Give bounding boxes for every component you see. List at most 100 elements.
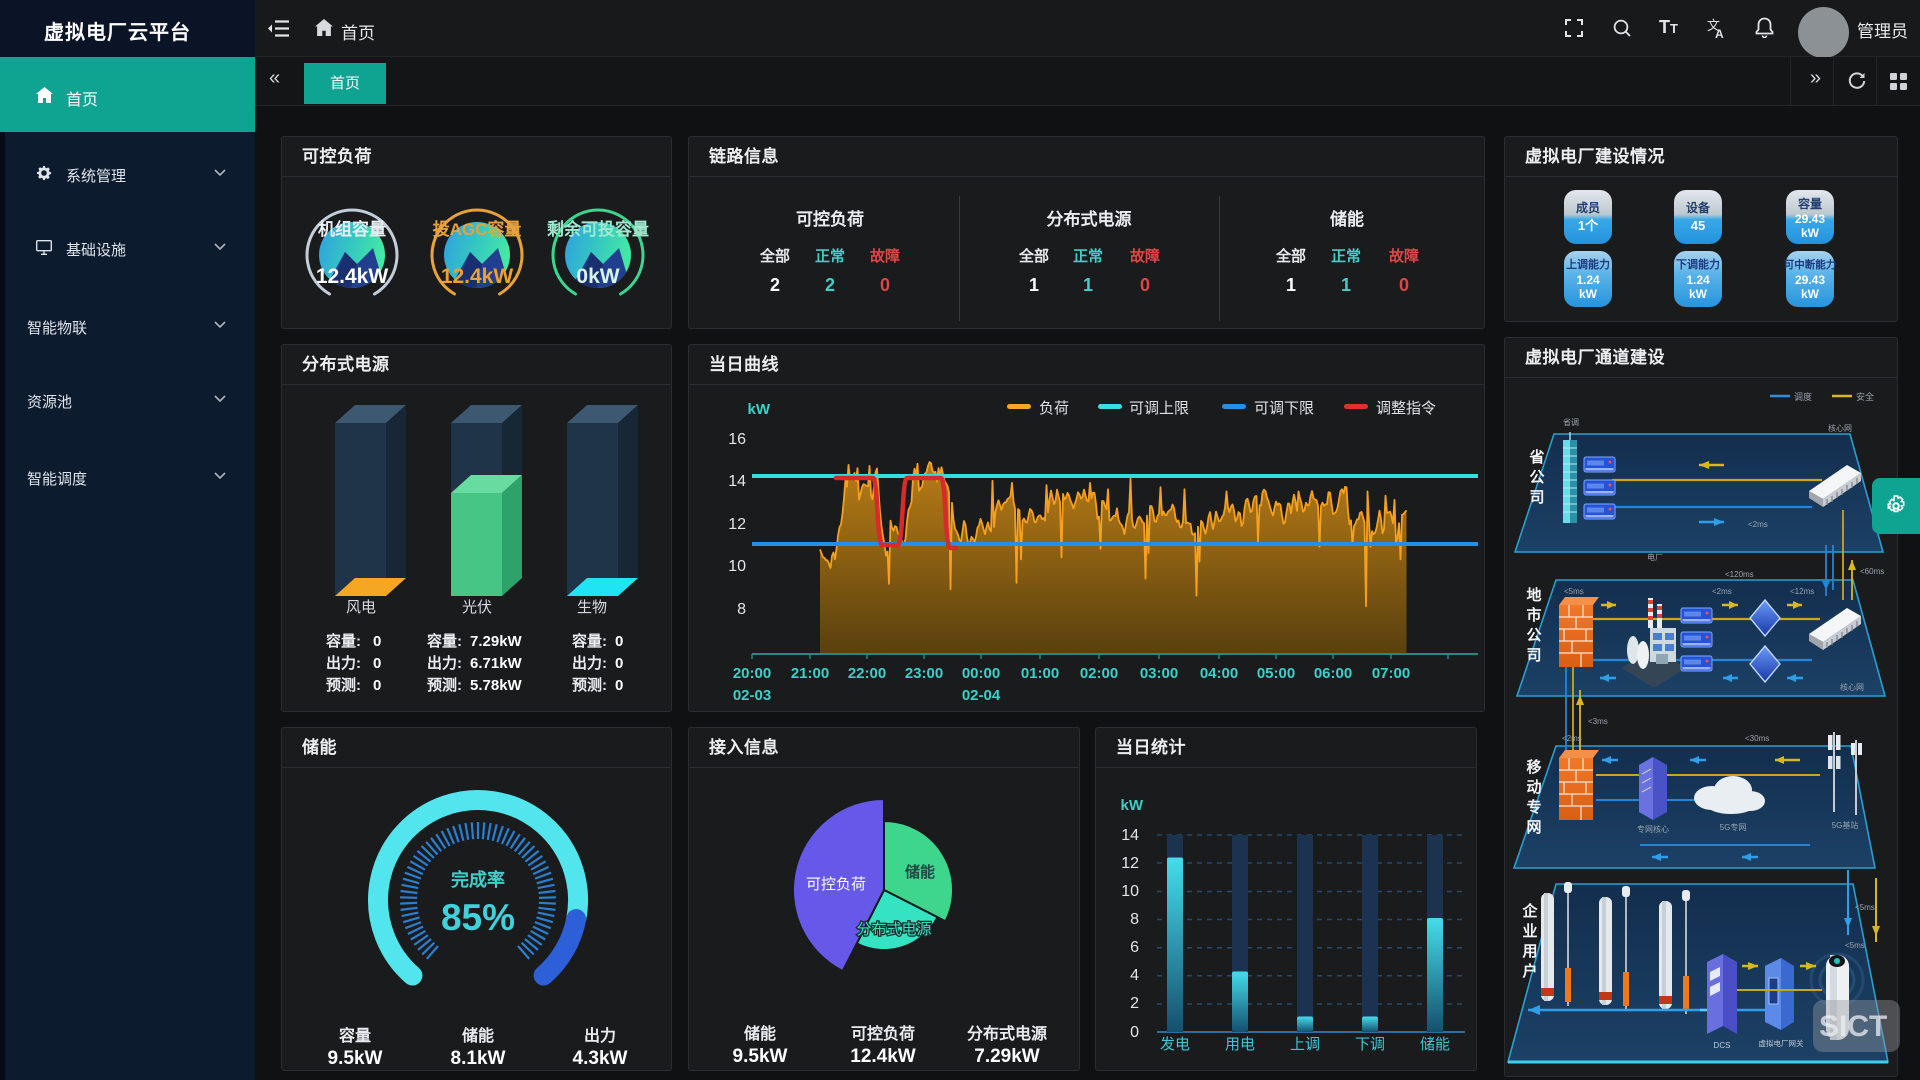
- svg-text:kW: kW: [1689, 287, 1708, 301]
- svg-text:1.24: 1.24: [1686, 273, 1710, 287]
- svg-text:1: 1: [1341, 275, 1351, 295]
- svg-text:储能: 储能: [1420, 1036, 1450, 1053]
- svg-text:下调: 下调: [1355, 1036, 1385, 1053]
- svg-text:00:00: 00:00: [962, 665, 1000, 682]
- svg-text:<5ms: <5ms: [1564, 587, 1584, 596]
- svg-text:企: 企: [1521, 902, 1538, 920]
- svg-text:出力: 出力: [584, 1026, 616, 1045]
- svg-text:文: 文: [1707, 18, 1720, 33]
- svg-text:<120ms: <120ms: [1725, 570, 1754, 579]
- svg-text:专: 专: [1526, 798, 1541, 816]
- svg-text:0: 0: [615, 655, 623, 672]
- svg-text:全部: 全部: [1018, 247, 1049, 265]
- svg-text:9.5kW: 9.5kW: [328, 1048, 383, 1069]
- svg-text:02-04: 02-04: [962, 687, 1001, 704]
- svg-text:出力:: 出力:: [326, 654, 361, 672]
- svg-text:完成率: 完成率: [451, 869, 505, 890]
- svg-text:6.71kW: 6.71kW: [470, 655, 523, 672]
- svg-text:DCS: DCS: [1714, 1041, 1731, 1050]
- svg-text:85%: 85%: [441, 897, 515, 938]
- svg-text:司: 司: [1529, 489, 1544, 506]
- svg-text:23:00: 23:00: [905, 665, 943, 682]
- svg-text:正常: 正常: [1331, 247, 1361, 265]
- svg-text:剩余可投容量: 剩余可投容量: [547, 219, 649, 239]
- svg-text:8: 8: [1130, 911, 1139, 928]
- svg-text:<12ms: <12ms: [1790, 587, 1814, 596]
- svg-text:07:00: 07:00: [1372, 665, 1410, 682]
- svg-text:2: 2: [770, 275, 780, 295]
- svg-text:0kW: 0kW: [576, 265, 619, 288]
- svg-text:储能: 储能: [743, 1024, 776, 1043]
- svg-text:省: 省: [1528, 448, 1544, 466]
- svg-text:4: 4: [1130, 967, 1139, 984]
- svg-text:核心网: 核心网: [1828, 423, 1852, 433]
- svg-text:可调下限: 可调下限: [1254, 400, 1314, 417]
- svg-text:故障: 故障: [1130, 247, 1160, 265]
- svg-text:上调: 上调: [1290, 1036, 1320, 1053]
- svg-text:0: 0: [615, 633, 623, 650]
- svg-text:负荷: 负荷: [1039, 400, 1069, 417]
- svg-text:5G专网: 5G专网: [1720, 822, 1747, 832]
- svg-text:虚拟电厂网关: 虚拟电厂网关: [1759, 1038, 1804, 1048]
- svg-text:<2ms: <2ms: [1748, 520, 1768, 529]
- svg-text:<60ms: <60ms: [1860, 567, 1884, 576]
- svg-text:10: 10: [728, 558, 746, 575]
- svg-text:可控负荷: 可控负荷: [851, 1024, 915, 1043]
- svg-text:5G基站: 5G基站: [1832, 820, 1859, 830]
- svg-text:<30ms: <30ms: [1745, 734, 1769, 743]
- svg-text:分布式电源: 分布式电源: [856, 921, 931, 938]
- svg-text:8.1kW: 8.1kW: [451, 1048, 506, 1069]
- svg-text:8: 8: [737, 601, 746, 618]
- svg-text:21:00: 21:00: [791, 665, 829, 682]
- svg-text:0: 0: [1140, 275, 1150, 295]
- svg-text:地: 地: [1526, 586, 1541, 604]
- svg-text:14: 14: [728, 473, 746, 490]
- svg-text:2: 2: [825, 275, 835, 295]
- svg-text:kW: kW: [1579, 287, 1598, 301]
- svg-text:1.24: 1.24: [1576, 273, 1600, 287]
- svg-text:用: 用: [1522, 943, 1537, 960]
- svg-text:安全: 安全: [1856, 391, 1874, 402]
- svg-text:12: 12: [1121, 855, 1139, 872]
- svg-text:光伏: 光伏: [462, 599, 492, 616]
- svg-text:专网核心: 专网核心: [1637, 824, 1669, 834]
- svg-text:分布式电源: 分布式电源: [1047, 209, 1132, 229]
- svg-text:出力:: 出力:: [427, 654, 462, 672]
- svg-text:29.43: 29.43: [1795, 212, 1825, 226]
- svg-text:1: 1: [1286, 275, 1296, 295]
- svg-text:29.43: 29.43: [1795, 273, 1825, 287]
- svg-text:动: 动: [1526, 778, 1541, 796]
- svg-text:可调上限: 可调上限: [1129, 400, 1189, 417]
- svg-text:<5ms: <5ms: [1845, 941, 1865, 950]
- svg-text:16: 16: [728, 431, 746, 448]
- svg-text:储能: 储能: [1330, 209, 1364, 229]
- svg-text:全部: 全部: [1275, 247, 1306, 265]
- svg-text:正常: 正常: [815, 247, 845, 265]
- svg-text:投AGC容量: 投AGC容量: [433, 219, 522, 239]
- svg-text:20:00: 20:00: [733, 665, 771, 682]
- svg-text:公: 公: [1526, 627, 1541, 644]
- svg-text:12: 12: [728, 516, 746, 533]
- svg-text:04:00: 04:00: [1200, 665, 1238, 682]
- svg-text:可控负荷: 可控负荷: [806, 876, 866, 893]
- svg-text:全部: 全部: [759, 247, 790, 265]
- svg-text:7.29kW: 7.29kW: [470, 633, 523, 650]
- svg-text:业: 业: [1522, 923, 1537, 940]
- svg-text:储能: 储能: [905, 863, 935, 881]
- svg-text:容量:: 容量:: [571, 632, 607, 650]
- svg-text:kW: kW: [1801, 287, 1820, 301]
- svg-text:移: 移: [1526, 758, 1541, 776]
- svg-text:45: 45: [1691, 218, 1705, 233]
- svg-text:<2ms: <2ms: [1562, 734, 1582, 743]
- svg-text:12.4kW: 12.4kW: [850, 1046, 916, 1067]
- svg-text:电厂: 电厂: [1647, 552, 1663, 562]
- svg-text:司: 司: [1526, 647, 1541, 664]
- svg-text:下调能力: 下调能力: [1676, 257, 1720, 271]
- svg-text:12.4kW: 12.4kW: [316, 265, 389, 288]
- svg-text:10: 10: [1121, 883, 1139, 900]
- svg-text:1个: 1个: [1578, 218, 1599, 233]
- svg-text:出力:: 出力:: [572, 654, 607, 672]
- svg-text:机组容量: 机组容量: [318, 219, 386, 239]
- svg-text:02:00: 02:00: [1080, 665, 1118, 682]
- svg-text:可控负荷: 可控负荷: [796, 209, 864, 229]
